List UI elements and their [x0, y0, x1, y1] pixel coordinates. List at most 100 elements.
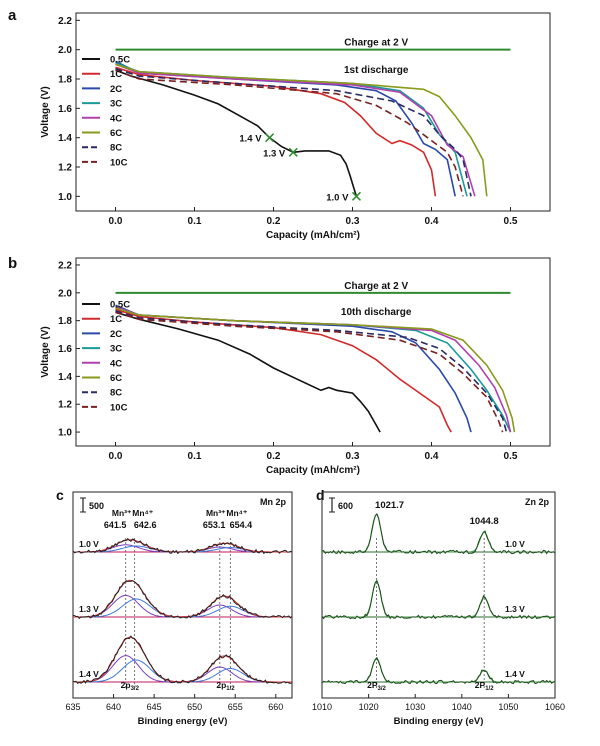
x-tick-label: 0.2	[267, 216, 281, 227]
peak-species-label: Mn³⁺	[206, 508, 226, 518]
x-tick-label: 0.0	[109, 216, 123, 227]
series-line-0.5C	[115, 69, 358, 197]
x-tick-label: 1050	[498, 702, 518, 712]
x-tick-label: 1060	[545, 702, 565, 712]
x-tick-label: 640	[106, 702, 121, 712]
panel-a-discharge-plot: 0.0 0.1 0.2 0.3 0.4 0.5 1.0 1.2 1.4 1.6 1.8 2.0 2.2 C…	[40, 12, 551, 241]
raw-spectrum	[72, 580, 293, 620]
series-line-4C	[115, 305, 512, 433]
peak-species-label: Mn⁴⁺	[226, 508, 247, 518]
x-tick-label: 0.3	[346, 216, 360, 227]
legend-label: 2C	[110, 84, 122, 95]
legend-label: 1C	[110, 314, 122, 325]
plot-frame	[75, 257, 551, 447]
series-line-0.5C	[115, 311, 381, 433]
x-tick-label: 0.3	[346, 451, 360, 462]
legend-label: 6C	[110, 373, 122, 384]
series-line-2C	[115, 304, 472, 433]
series-line-6C	[115, 307, 516, 433]
y-tick-label: 1.6	[58, 104, 72, 115]
raw-spectrum	[321, 512, 556, 555]
panel-letter-c: c	[56, 487, 64, 503]
spectrum-label: 1.4 V	[505, 669, 525, 679]
panel-letter-b: b	[8, 255, 17, 272]
plot-frame	[75, 12, 551, 212]
spectrum-label: 1.0 V	[79, 539, 99, 549]
y-tick-label: 1.2	[58, 400, 72, 411]
spectrum-label: 1.0 V	[505, 539, 525, 549]
panel-letter-d: d	[316, 487, 325, 503]
panel-b-discharge-plot: 0.0 0.1 0.2 0.3 0.4 0.5 1.0 1.2 1.4 1.6 1.8 2.0 2.2 C…	[40, 257, 551, 476]
legend-label: 0.5C	[110, 300, 130, 311]
series-line-3C	[115, 305, 512, 433]
peak-energy-label: 653.1	[203, 520, 226, 530]
fit-envelope	[73, 636, 292, 683]
marker-label: 1.0 V	[326, 192, 349, 203]
marker-cross	[265, 133, 275, 143]
legend-label: 8C	[110, 388, 122, 399]
x-tick-label: 1040	[452, 702, 472, 712]
panel-title: Mn 2p	[260, 497, 287, 507]
y-tick-label: 2.2	[58, 16, 72, 27]
peak-species-label: Mn³⁺	[112, 508, 132, 518]
y-tick-label: 1.4	[58, 133, 72, 144]
x-tick-label: 635	[65, 702, 80, 712]
legend-label: 10C	[110, 402, 128, 413]
x-tick-label: 1030	[405, 702, 425, 712]
raw-spectrum	[321, 656, 556, 685]
scale-label: 500	[89, 501, 104, 511]
fit-component-mn3	[73, 594, 292, 618]
x-tick-label: 1010	[312, 702, 332, 712]
legend-label: 0.5C	[110, 55, 130, 66]
x-tick-label: 650	[187, 702, 202, 712]
fit-component-mn3	[73, 544, 292, 553]
y-tick-label: 1.2	[58, 163, 72, 174]
x-tick-label: 0.0	[109, 451, 123, 462]
series-line-4C	[115, 63, 476, 197]
y-axis-label: Voltage (V)	[40, 326, 51, 377]
spectrum-label: 1.3 V	[79, 604, 99, 614]
x-tick-label: 0.1	[188, 451, 202, 462]
peak-energy-label: 641.5	[104, 520, 127, 530]
x-tick-label: 0.2	[267, 451, 281, 462]
x-tick-label: 0.1	[188, 216, 202, 227]
x-axis-label: Binding energy (eV)	[394, 716, 484, 727]
series-line-10C	[115, 311, 504, 433]
legend-label: 4C	[110, 113, 122, 124]
panel-title: Zn 2p	[525, 497, 550, 507]
peak-energy-label: 654.4	[230, 520, 253, 530]
y-tick-label: 1.6	[58, 344, 72, 355]
peak-species-label: Mn⁴⁺	[132, 508, 153, 518]
legend-label: 6C	[110, 128, 122, 139]
series-line-6C	[115, 63, 488, 197]
y-tick-label: 1.0	[58, 192, 72, 203]
scale-label: 600	[338, 501, 353, 511]
legend-label: 3C	[110, 344, 122, 355]
spectrum-label: 1.3 V	[505, 604, 525, 614]
raw-spectrum	[321, 579, 556, 620]
fit-component-mn3	[73, 655, 292, 683]
x-axis-label: Binding energy (eV)	[138, 716, 228, 727]
y-tick-label: 1.4	[58, 372, 72, 383]
y-tick-label: 2.0	[58, 45, 72, 56]
x-tick-label: 1020	[359, 702, 379, 712]
plot-frame	[72, 491, 293, 699]
x-axis-label: Capacity (mAh/cm²)	[266, 465, 360, 476]
legend-label: 3C	[110, 99, 122, 110]
x-tick-label: 660	[268, 702, 283, 712]
spectrum-label: 1.4 V	[79, 669, 99, 679]
legend-label: 10C	[110, 157, 128, 168]
legend-label: 1C	[110, 69, 122, 80]
legend-label: 4C	[110, 358, 122, 369]
peak-energy-label: 642.6	[134, 520, 157, 530]
x-tick-label: 0.4	[425, 451, 439, 462]
raw-spectrum	[72, 537, 292, 555]
plot-frame	[321, 491, 556, 699]
y-tick-label: 2.0	[58, 288, 72, 299]
y-tick-label: 1.8	[58, 75, 72, 86]
x-axis-label: Capacity (mAh/cm²)	[266, 230, 360, 241]
legend-label: 8C	[110, 143, 122, 154]
curve-label: 10th discharge	[341, 307, 412, 318]
y-tick-label: 1.0	[58, 428, 72, 439]
raw-spectrum	[72, 635, 293, 684]
